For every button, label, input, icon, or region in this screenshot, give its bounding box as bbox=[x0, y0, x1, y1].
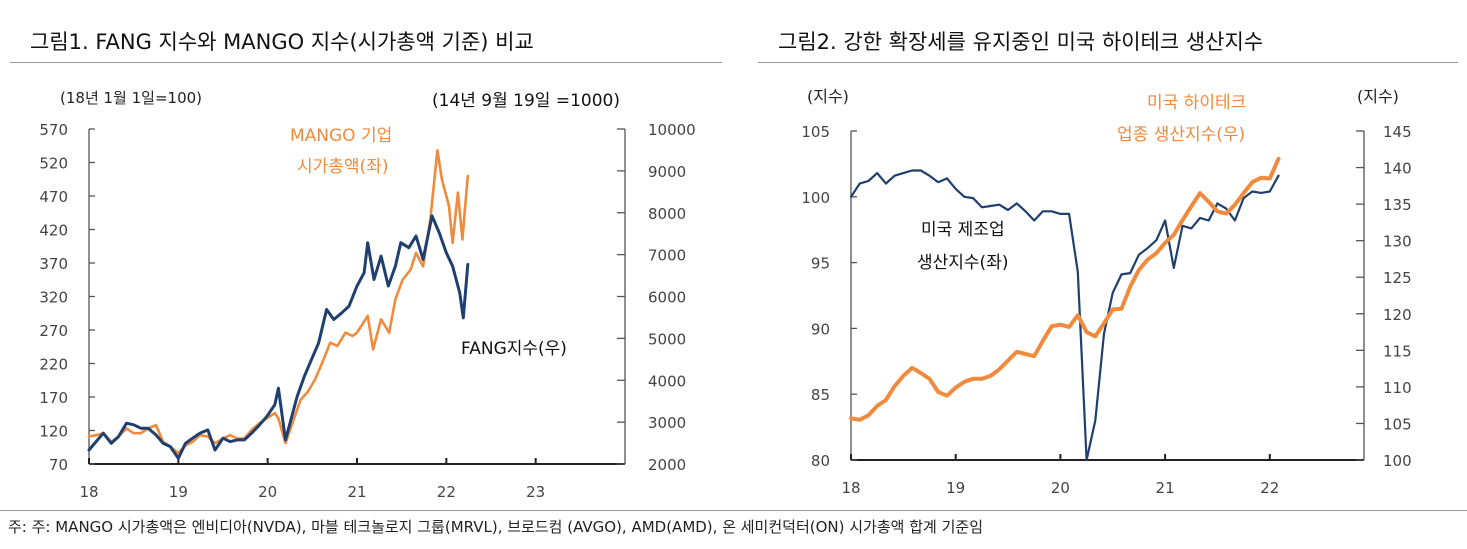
figure2-plot: 105 100 95 90 85 80 145 140 135 130 125 120 115 110 10… bbox=[801, 123, 1411, 497]
mfg-label-line1: 미국 제조업 bbox=[921, 220, 1005, 240]
left-tick-label: 420 bbox=[39, 222, 68, 240]
figure1-title: 그림1. FANG 지수와 MANGO 지수(시가총액 기준) 비교 bbox=[30, 30, 534, 54]
left-tick-label: 80 bbox=[811, 452, 830, 470]
figure2-right-unit: (지수) bbox=[1357, 87, 1399, 106]
right-tick-label: 135 bbox=[1383, 196, 1412, 214]
right-tick-label: 3000 bbox=[648, 414, 686, 432]
right-axis-series-line bbox=[849, 156, 1281, 422]
right-tick-label: 5000 bbox=[648, 330, 686, 348]
left-tick-label: 105 bbox=[801, 123, 830, 141]
left-tick-label: 100 bbox=[801, 189, 830, 207]
x-tick-label: 18 bbox=[79, 483, 98, 501]
left-tick-label: 270 bbox=[39, 322, 68, 340]
left-tick-label: 520 bbox=[39, 155, 68, 173]
x-tick-label: 21 bbox=[347, 483, 366, 501]
footnote: 주: 주: MANGO 시가총액은 엔비디아(NVDA), 마블 테크놀로지 그… bbox=[8, 518, 983, 536]
footnote-rule bbox=[0, 510, 1467, 511]
left-tick-label: 95 bbox=[811, 255, 830, 273]
right-tick-label: 6000 bbox=[648, 289, 686, 307]
right-tick-label: 10000 bbox=[648, 121, 696, 139]
left-axis-series-line bbox=[849, 169, 1280, 462]
hitech-label-line2: 업종 생산지수(우) bbox=[1117, 125, 1245, 145]
left-tick-label: 85 bbox=[811, 386, 830, 404]
left-tick-label: 120 bbox=[39, 423, 68, 441]
left-tick-label: 470 bbox=[39, 188, 68, 206]
figure1-left-unit: (18년 1월 1일=100) bbox=[60, 89, 202, 107]
figure2-title: 그림2. 강한 확장세를 유지중인 미국 하이테크 생산지수 bbox=[778, 30, 1264, 54]
left-tick-label: 90 bbox=[811, 320, 830, 338]
right-axis-series-line bbox=[87, 214, 470, 460]
right-tick-label: 130 bbox=[1383, 233, 1412, 251]
right-tick-label: 125 bbox=[1383, 269, 1412, 287]
figure2-left-unit: (지수) bbox=[807, 87, 849, 106]
x-tick-label: 23 bbox=[526, 483, 545, 501]
right-tick-label: 8000 bbox=[648, 205, 686, 223]
left-tick-label: 370 bbox=[39, 255, 68, 273]
right-tick-label: 105 bbox=[1383, 415, 1412, 433]
right-tick-label: 9000 bbox=[648, 163, 686, 181]
left-tick-label: 70 bbox=[49, 456, 68, 474]
mango-label-line2: 시가총액(좌) bbox=[297, 157, 388, 177]
right-tick-label: 4000 bbox=[648, 372, 686, 390]
x-tick-label: 22 bbox=[437, 483, 456, 501]
mango-label-line1: MANGO 기업 bbox=[290, 126, 392, 146]
figure1-plot: 570 520 470 420 370 320 270 220 170 120 70 10000 900… bbox=[39, 121, 695, 501]
left-tick-label: 170 bbox=[39, 389, 68, 407]
x-tick-label: 19 bbox=[946, 479, 965, 497]
right-tick-label: 110 bbox=[1383, 379, 1412, 397]
x-tick-label: 22 bbox=[1260, 479, 1279, 497]
x-tick-label: 21 bbox=[1156, 479, 1175, 497]
x-tick-label: 20 bbox=[1051, 479, 1070, 497]
right-tick-label: 115 bbox=[1383, 342, 1412, 360]
right-tick-label: 7000 bbox=[648, 247, 686, 265]
right-tick-label: 140 bbox=[1383, 160, 1412, 178]
mfg-label-line2: 생산지수(좌) bbox=[917, 253, 1008, 273]
left-tick-label: 220 bbox=[39, 356, 68, 374]
figure1-title-rule bbox=[10, 62, 722, 63]
left-axis-series-line bbox=[87, 149, 470, 455]
left-tick-label: 320 bbox=[39, 289, 68, 307]
figure1-right-unit: (14년 9월 19일 =1000) bbox=[432, 91, 620, 111]
hitech-label-line1: 미국 하이테크 bbox=[1147, 93, 1246, 113]
fang-label: FANG지수(우) bbox=[461, 339, 567, 359]
x-tick-label: 20 bbox=[258, 483, 277, 501]
figure2-title-rule bbox=[758, 62, 1458, 63]
x-tick-label: 18 bbox=[841, 479, 860, 497]
left-tick-label: 570 bbox=[39, 121, 68, 139]
right-tick-label: 100 bbox=[1383, 452, 1412, 470]
right-tick-label: 120 bbox=[1383, 306, 1412, 324]
right-tick-label: 2000 bbox=[648, 456, 686, 474]
x-tick-label: 19 bbox=[169, 483, 188, 501]
right-tick-label: 145 bbox=[1383, 123, 1412, 141]
